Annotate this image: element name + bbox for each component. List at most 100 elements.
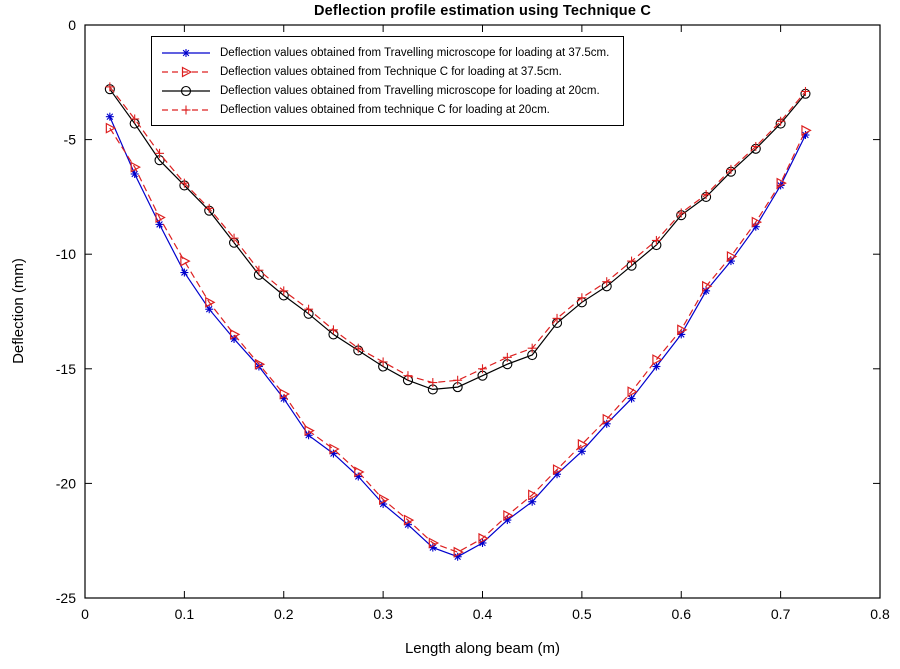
series-4-plus-marker (602, 277, 612, 287)
series-2-triangle-right-marker (304, 425, 315, 437)
series-4-plus-marker (577, 293, 587, 303)
legend-line-sample (162, 66, 210, 77)
series-2-triangle-right-marker (577, 438, 589, 450)
series-2-triangle-right-marker (528, 489, 539, 501)
legend-triangle-right-marker (181, 66, 193, 77)
series-4-plus-marker (453, 375, 463, 385)
x-tick-label: 0.5 (572, 606, 592, 622)
series-1-asterisk-marker (553, 470, 562, 479)
series-1-asterisk-marker (428, 543, 437, 552)
series-2-triangle-right-marker (503, 509, 514, 521)
legend-line-sample (162, 105, 210, 114)
series-line-3 (109, 88, 806, 391)
series-1-asterisk-marker (403, 520, 412, 529)
series-2-triangle-right-marker (776, 177, 787, 189)
y-tick-label: -15 (56, 361, 76, 377)
series-2-triangle-right-marker (130, 161, 141, 173)
series-4-plus-marker (478, 364, 487, 374)
series-1-asterisk-marker (304, 431, 313, 440)
series-2-triangle-right-marker (478, 532, 489, 544)
series-4-plus-marker (676, 208, 686, 218)
x-tick-label: 0.6 (672, 606, 692, 622)
legend-label: Deflection values obtained from Travelli… (220, 84, 600, 97)
series-2-triangle-right-marker (329, 443, 340, 455)
series-1-asterisk-marker (627, 394, 636, 403)
series-4-plus-marker (552, 313, 562, 323)
series-1-asterisk-marker (205, 305, 214, 314)
series-2-triangle-right-marker (428, 537, 440, 549)
series-line-4 (109, 86, 806, 384)
x-tick-label: 0.1 (175, 606, 195, 622)
series-2-triangle-right-marker (701, 280, 713, 292)
x-tick-label: 0.8 (870, 606, 890, 622)
legend-item-3: Deflection values obtained from Travelli… (160, 81, 609, 100)
series-4-plus-marker (304, 304, 314, 314)
x-tick-label: 0.3 (373, 606, 393, 622)
chart-title: Deflection profile estimation using Tech… (313, 3, 652, 19)
series-1-asterisk-marker (180, 268, 189, 277)
x-tick-label: 0.4 (473, 606, 493, 622)
y-tick-label: -5 (64, 132, 77, 148)
series-4-plus-marker (751, 141, 761, 151)
y-tick-label: -25 (56, 590, 76, 606)
series-1-asterisk-marker (702, 286, 711, 295)
series-1-asterisk-marker (130, 169, 139, 178)
legend-line-sample (162, 48, 210, 57)
series-2-triangle-right-marker (379, 493, 390, 505)
legend: Deflection values obtained from Travelli… (151, 36, 625, 126)
series-2-triangle-right-marker (552, 464, 564, 476)
series-4-plus-marker (179, 178, 189, 188)
y-axis-label: Deflection (mm) (10, 258, 27, 364)
legend-line-sample (162, 85, 210, 96)
series-2-triangle-right-marker (279, 388, 291, 400)
series-4-plus-marker (726, 164, 736, 174)
series-2-triangle-right-marker (403, 514, 415, 526)
x-tick-label: 0.7 (771, 606, 791, 622)
legend-item-4: Deflection values obtained from techniqu… (160, 100, 609, 119)
series-4-plus-marker (229, 233, 239, 243)
legend-label: Deflection values obtained from Techniqu… (220, 65, 562, 78)
series-2-triangle-right-marker (652, 354, 663, 366)
series-4-plus-marker (428, 378, 438, 388)
series-4-plus-marker (353, 343, 363, 353)
series-2-triangle-right-marker (751, 216, 763, 228)
y-tick-label: -10 (56, 246, 76, 262)
y-tick-label: -20 (56, 475, 76, 491)
series-4-plus-marker (502, 352, 512, 362)
legend-label: Deflection values obtained from techniqu… (220, 103, 550, 116)
series-1-asterisk-marker (528, 497, 537, 506)
series-1-asterisk-marker (155, 220, 164, 229)
series-line-2 (109, 127, 807, 553)
y-tick-label: 0 (68, 17, 76, 33)
x-axis-label: Length along beam (m) (404, 640, 561, 657)
series-1-asterisk-marker (652, 362, 661, 371)
series-1-asterisk-marker (602, 419, 611, 428)
legend-asterisk-marker (182, 48, 190, 57)
series-4-plus-marker (279, 286, 289, 296)
series-1-asterisk-marker (379, 500, 388, 509)
series-4-plus-marker (130, 114, 140, 124)
series-2-triangle-right-marker (354, 466, 365, 478)
series-4-plus-marker (155, 148, 165, 158)
series-4-plus-marker (254, 265, 264, 275)
series-4-plus-marker (105, 82, 115, 92)
series-2-triangle-right-marker (453, 546, 464, 558)
legend-item-2: Deflection values obtained from Techniqu… (160, 62, 609, 81)
x-tick-label: 0 (81, 606, 89, 622)
series-4-plus-marker (328, 325, 338, 335)
series-2-triangle-right-marker (726, 250, 738, 262)
series-2-triangle-right-marker (105, 122, 117, 134)
series-4-plus-marker (776, 116, 786, 126)
series-4-plus-marker (800, 86, 810, 96)
series-2-triangle-right-marker (602, 413, 614, 425)
series-4-plus-marker (527, 343, 537, 353)
legend-label: Deflection values obtained from Travelli… (220, 46, 610, 59)
x-tick-label: 0.2 (274, 606, 294, 622)
series-2-triangle-right-marker (627, 386, 638, 398)
series-2-triangle-right-marker (229, 328, 241, 340)
series-4-plus-marker (204, 203, 214, 213)
series-2-triangle-right-marker (254, 358, 266, 370)
series-4-plus-marker (701, 190, 711, 200)
